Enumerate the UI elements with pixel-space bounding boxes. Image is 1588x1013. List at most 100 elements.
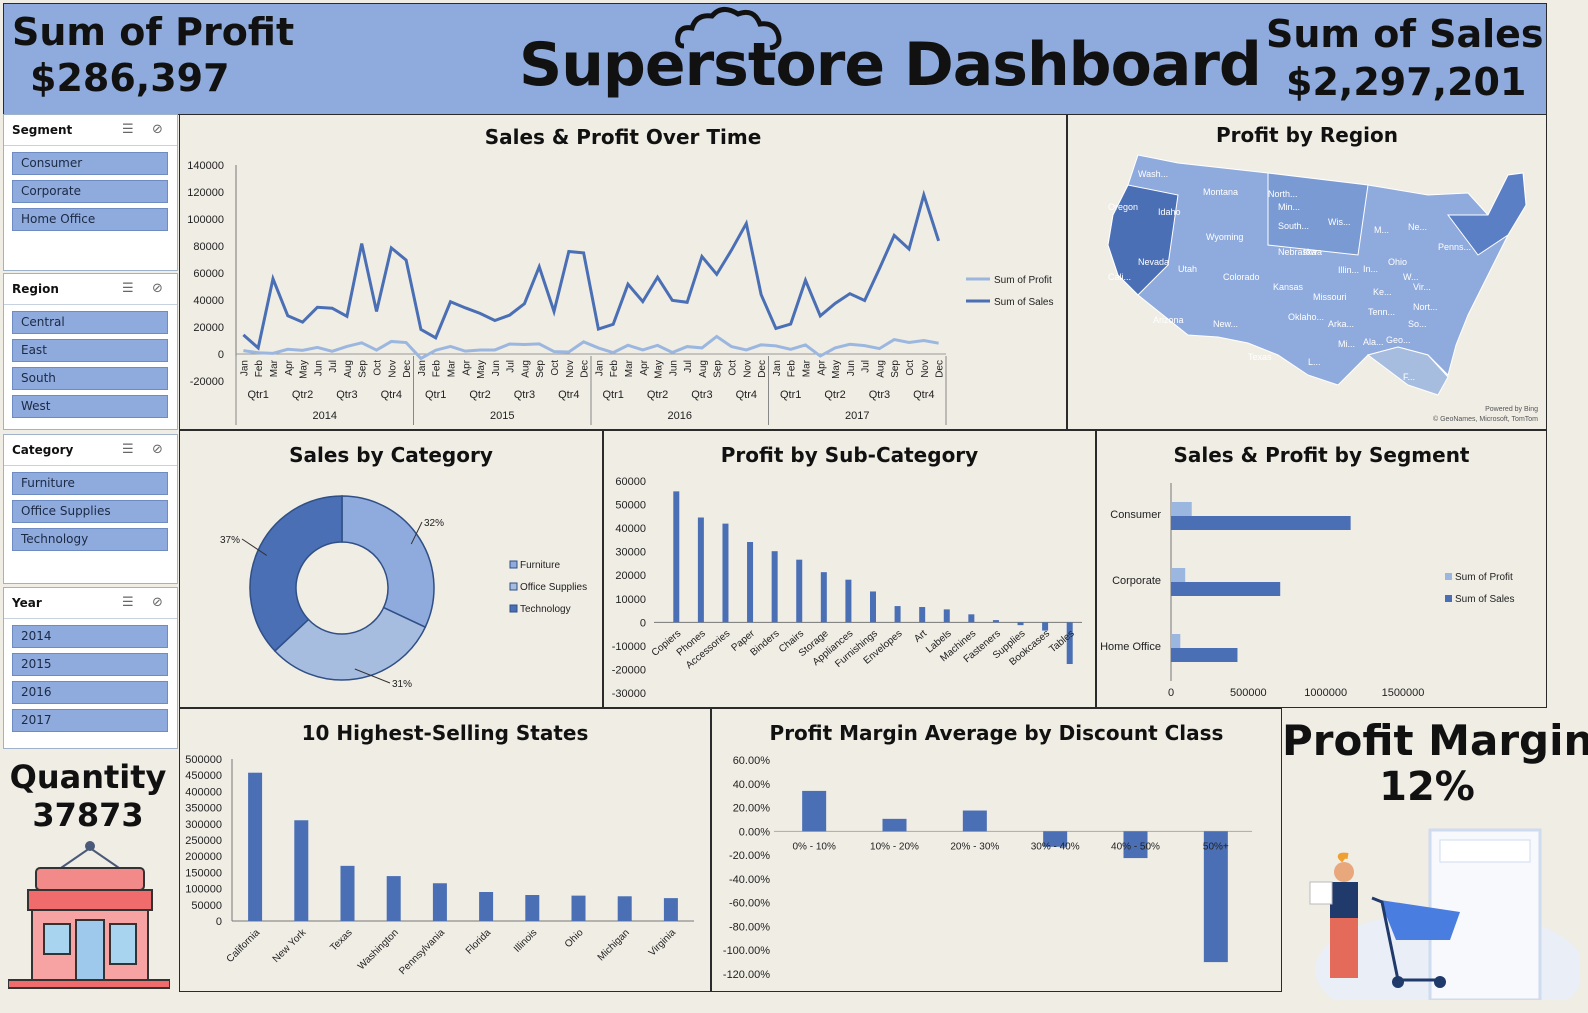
slicer-item-technology[interactable]: Technology [12, 528, 168, 551]
y-tick-label: -100.00% [723, 945, 770, 957]
x-quarter-label: Qtr1 [247, 389, 268, 401]
y-tick-label: -20000 [190, 376, 224, 388]
y-category-label: Corporate [1112, 575, 1161, 587]
y-category-label: Home Office [1100, 641, 1161, 653]
region-slicer-title: Region [12, 282, 59, 296]
clear-filter-icon[interactable]: ⊘ [152, 281, 163, 296]
discount-bar [802, 790, 827, 832]
top-states-chart: 5000004500004000003500003000002500002000… [185, 754, 694, 977]
y-tick-label: 500000 [185, 754, 222, 766]
map-state-label: Colorado [1223, 272, 1260, 282]
map-state-label: Wyoming [1206, 232, 1243, 242]
x-month-label: Mar [446, 359, 457, 377]
y-tick-label: -80.00% [729, 921, 770, 933]
x-month-label: Dec [935, 360, 946, 378]
x-month-label: Mar [624, 359, 635, 377]
segment-bar-0 [1171, 634, 1181, 648]
clear-filter-icon[interactable]: ⊘ [152, 122, 163, 137]
segment-slicer: Segment ☰ ⊘ Consumer Corporate Home Offi… [3, 114, 178, 271]
leader-line [410, 521, 423, 545]
discount-bar [1043, 831, 1068, 847]
multi-select-icon[interactable]: ☰ [122, 281, 134, 296]
x-quarter-label: Qtr3 [336, 389, 357, 401]
legend-label: Sum of Sales [994, 297, 1053, 308]
multi-select-icon[interactable]: ☰ [122, 122, 134, 137]
slicer-item-consumer[interactable]: Consumer [12, 152, 168, 175]
donut-data-label: 37% [220, 535, 240, 546]
slicer-item-central[interactable]: Central [12, 311, 168, 334]
x-state-label: Virginia [647, 927, 679, 959]
x-state-label: Ohio [563, 927, 586, 950]
x-month-label: Mar [801, 359, 812, 377]
map-state-label: Ke... [1373, 287, 1392, 297]
map-state-label: M... [1374, 225, 1389, 235]
x-month-label: Jun [668, 360, 679, 376]
map-state-label: Ohio [1388, 257, 1407, 267]
x-quarter-label: Qtr4 [558, 389, 579, 401]
dashboard-header: Sum of Profit $286,397 Superstore Dashbo… [3, 3, 1547, 115]
clear-filter-icon[interactable]: ⊘ [152, 442, 163, 457]
category-slicer: Category ☰ ⊘ Furniture Office Supplies T… [3, 434, 178, 584]
y-tick-label: 60.00% [733, 755, 771, 767]
sales-profit-time-panel: Sales & Profit Over Time 140000 120000 100… [179, 114, 1067, 430]
y-tick-label: -60.00% [729, 898, 770, 910]
multi-select-icon[interactable]: ☰ [122, 595, 134, 610]
x-month-label: Oct [905, 360, 916, 376]
x-month-label: Dec [757, 360, 768, 378]
chart-title: Profit by Region [1215, 123, 1399, 147]
x-quarter-label: Qtr2 [292, 389, 313, 401]
slicer-item-2015[interactable]: 2015 [12, 653, 168, 676]
slicer-item-2017[interactable]: 2017 [12, 709, 168, 732]
x-state-label: Michigan [596, 927, 632, 963]
x-category-label: 40% - 50% [1111, 841, 1160, 852]
clear-filter-icon[interactable]: ⊘ [152, 595, 163, 610]
y-tick-label: 30000 [615, 547, 646, 559]
y-tick-label: 20.00% [733, 803, 771, 815]
y-tick-label: 400000 [185, 786, 222, 798]
category-slicer-title: Category [12, 443, 74, 457]
x-category-label: 20% - 30% [950, 841, 999, 852]
x-quarter-label: Qtr4 [381, 389, 402, 401]
x-month-label: Nov [565, 360, 576, 378]
slicer-item-2016[interactable]: 2016 [12, 681, 168, 704]
subcategory-bar [771, 551, 778, 623]
map-state-label: Arizona [1153, 315, 1184, 325]
region-slicer: Region ☰ ⊘ Central East South West [3, 273, 178, 430]
x-state-label: Pennsylvania [397, 927, 447, 977]
x-month-label: Oct [550, 360, 561, 376]
x-month-label: Jun [491, 360, 502, 376]
slicer-item-office-supplies[interactable]: Office Supplies [12, 500, 168, 523]
map-state-label: North... [1268, 189, 1298, 199]
x-quarter-label: Qtr4 [913, 389, 934, 401]
map-state-label: Ala... [1363, 337, 1384, 347]
slicer-item-furniture[interactable]: Furniture [12, 472, 168, 495]
map-state-label: Kansas [1273, 282, 1304, 292]
slicer-item-corporate[interactable]: Corporate [12, 180, 168, 203]
x-year-label: 2017 [845, 410, 869, 422]
slicer-item-2014[interactable]: 2014 [12, 625, 168, 648]
x-month-label: Aug [343, 360, 354, 378]
multi-select-icon[interactable]: ☰ [122, 442, 134, 457]
x-year-label: 2015 [490, 410, 514, 422]
slicer-item-south[interactable]: South [12, 367, 168, 390]
x-month-label: Sep [713, 360, 724, 378]
y-tick-label: 100000 [185, 884, 222, 896]
slicer-item-east[interactable]: East [12, 339, 168, 362]
slicer-item-home-office[interactable]: Home Office [12, 208, 168, 231]
legend-label: Office Supplies [520, 582, 587, 593]
chart-title: Sales & Profit by Segment [1173, 443, 1470, 467]
donut-data-label: 31% [392, 679, 412, 690]
profit-kpi-value: $286,397 [30, 56, 230, 100]
subcategory-bar [747, 542, 754, 623]
slicer-item-west[interactable]: West [12, 395, 168, 418]
x-month-label: Jul [506, 360, 517, 373]
x-month-label: Feb [787, 360, 798, 378]
y-tick-label: 0.00% [739, 826, 770, 838]
x-tick-label: 1000000 [1304, 687, 1347, 699]
x-month-label: Jul [861, 360, 872, 373]
donut-slice-1 [273, 606, 427, 681]
map-state-label: Nebraska [1278, 247, 1317, 257]
map-state-label: F... [1403, 372, 1415, 382]
x-month-label: Jun [313, 360, 324, 376]
y-category-label: Consumer [1110, 509, 1161, 521]
